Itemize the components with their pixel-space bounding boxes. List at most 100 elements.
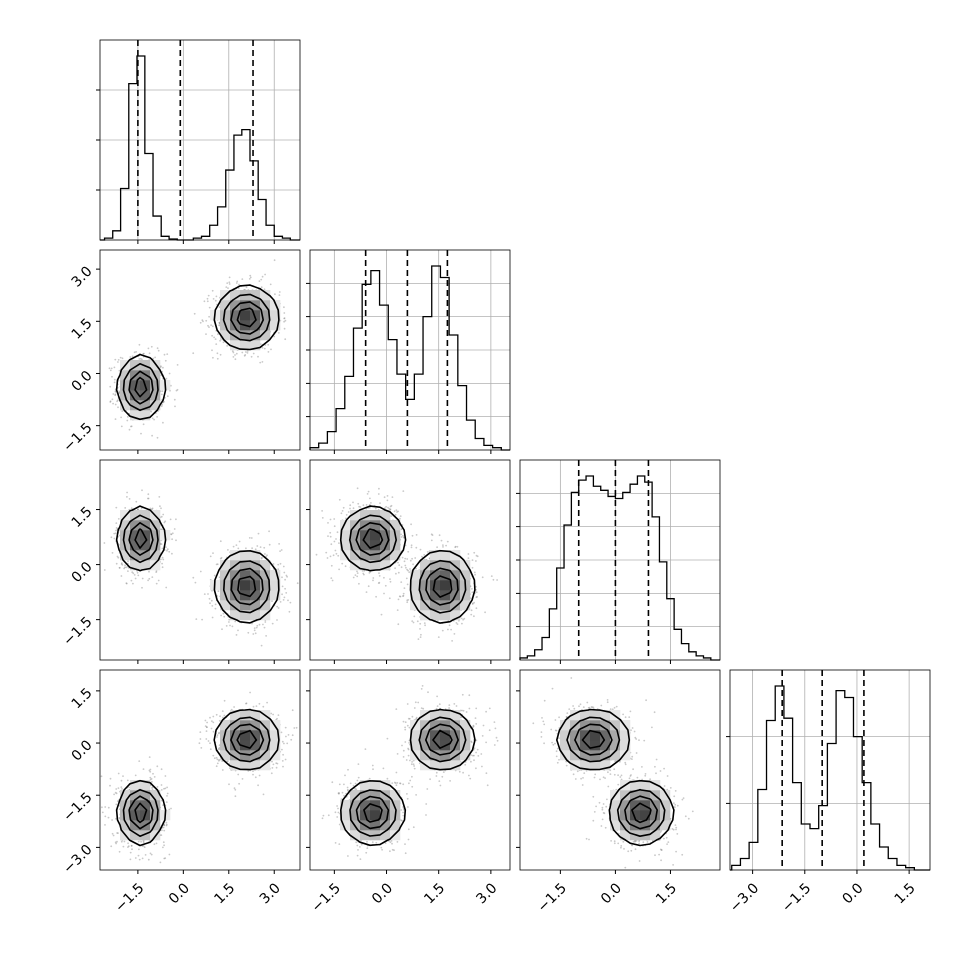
scatter-point	[126, 491, 128, 494]
density-cell	[250, 330, 261, 341]
scatter-point	[116, 832, 118, 834]
scatter-point	[161, 556, 164, 559]
scatter-point	[212, 552, 214, 554]
histogram-panel-2	[516, 459, 721, 664]
scatter-point	[164, 520, 167, 523]
scatter-point	[163, 844, 166, 847]
scatter-point	[250, 355, 253, 358]
density-cell	[240, 300, 251, 311]
scatter-point	[247, 631, 250, 634]
scatter-point	[365, 504, 368, 506]
scatter-point	[103, 569, 106, 571]
scatter-point	[341, 562, 344, 565]
scatter-point	[127, 560, 129, 563]
density-cell	[410, 590, 421, 601]
scatter-point	[264, 273, 266, 276]
density-cell	[240, 560, 251, 571]
scatter-point	[414, 557, 417, 559]
density-cell	[130, 410, 141, 421]
scatter-point	[214, 299, 217, 302]
scatter-point	[390, 504, 393, 507]
density-cell	[410, 580, 421, 591]
scatter-point	[329, 518, 332, 521]
contour-line	[122, 514, 271, 614]
scatter-point	[397, 571, 400, 574]
scatter-point	[426, 551, 429, 553]
scatter-point	[160, 558, 162, 561]
scatter-point	[395, 509, 398, 511]
scatter-point	[152, 772, 154, 775]
scatter-point	[115, 529, 117, 532]
scatter-point	[362, 504, 365, 507]
scatter-point	[155, 582, 158, 585]
density-cell	[140, 560, 151, 571]
scatter-point	[127, 846, 129, 848]
density-cell	[240, 340, 251, 351]
scatter-point	[372, 577, 375, 579]
scatter-point	[329, 531, 332, 534]
scatter-point	[471, 566, 474, 569]
scatter-point	[141, 857, 144, 860]
scatter-point	[448, 624, 451, 627]
scatter-point	[120, 786, 123, 788]
scatter-point	[120, 840, 123, 843]
scatter-point	[121, 457, 123, 459]
scatter-point	[160, 528, 163, 530]
density-cell	[380, 540, 391, 551]
scatter-point	[216, 352, 219, 355]
scatter-point	[257, 355, 259, 358]
scatter-point	[245, 351, 247, 353]
density-cell	[380, 530, 391, 541]
scatter-point	[282, 565, 285, 568]
scatter-point	[137, 508, 140, 511]
scatter-point	[384, 584, 387, 587]
scatter-point	[389, 505, 392, 508]
scatter-point	[149, 776, 152, 779]
scatter-point	[214, 607, 217, 610]
scatter-point	[411, 557, 413, 560]
scatter-point	[410, 546, 413, 549]
scatter-point	[454, 545, 457, 548]
scatter-point	[114, 418, 117, 420]
scatter-point	[147, 347, 150, 350]
scatter-point	[115, 506, 118, 509]
scatter-point	[396, 511, 398, 513]
scatter-point	[402, 536, 405, 539]
density-cell	[120, 370, 131, 381]
scatter-point	[356, 572, 359, 574]
scatter-point	[285, 592, 288, 594]
scatter-point	[321, 517, 324, 519]
scatter-point	[388, 597, 391, 600]
scatter-point	[128, 498, 131, 500]
contour-line	[134, 528, 257, 598]
scatter-point	[277, 332, 280, 334]
scatter-point	[430, 539, 433, 542]
scatter-point	[175, 539, 177, 542]
scatter-point	[383, 496, 386, 499]
scatter-point	[329, 555, 332, 558]
scatter-point	[260, 286, 263, 289]
scatter-point	[250, 537, 253, 539]
scatter-point	[268, 530, 270, 533]
scatter-point	[159, 365, 162, 368]
scatter-point	[383, 576, 385, 579]
density-cell	[250, 340, 261, 351]
scatter-point	[115, 527, 118, 529]
density-cell	[460, 570, 471, 581]
density-cell	[370, 560, 381, 571]
density-cell	[140, 550, 151, 561]
scatter-point	[212, 356, 214, 359]
scatter-point	[437, 636, 440, 638]
scatter-point	[135, 500, 138, 503]
scatter-point	[412, 621, 415, 624]
scatter-point	[416, 620, 419, 623]
scatter-point	[117, 787, 120, 789]
scatter-point	[150, 345, 153, 348]
scatter-point	[352, 507, 355, 510]
scatter-point	[399, 595, 402, 598]
scatter-point	[378, 572, 380, 574]
scatter-point	[175, 518, 177, 521]
scatter-point	[332, 554, 335, 557]
scatter-point	[149, 778, 152, 781]
panel-content	[100, 691, 298, 864]
